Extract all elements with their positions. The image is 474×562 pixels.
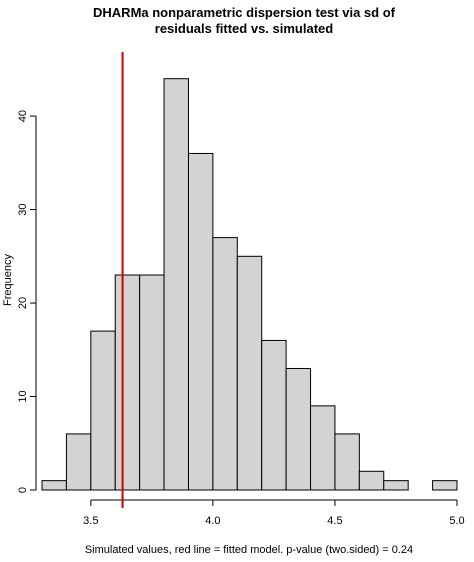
histogram-bar [163,78,189,491]
y-tick-label: 0 [17,487,29,493]
histogram-bars [41,78,458,491]
y-tick-label: 40 [17,110,29,122]
histogram-bar [236,255,263,491]
x-tick-label: 5.0 [449,515,464,527]
x-tick-label: 4.5 [327,515,342,527]
histogram-bar [310,405,336,491]
chart-title-line-2: residuals fitted vs. simulated [155,21,334,36]
y-tick-label: 30 [17,203,29,215]
histogram-bar [432,480,458,491]
histogram-bar [261,339,287,491]
x-tick-label: 3.5 [83,515,98,527]
x-tick-label: 4.0 [205,515,220,527]
histogram-bar [114,274,141,491]
x-axis: 3.5 4.0 4.5 5.0 [83,499,465,527]
histogram-bar [285,367,312,491]
y-axis-label: Frequency [2,254,14,306]
y-tick-label: 10 [17,390,29,402]
histogram-bar [187,152,214,491]
x-axis-label: Simulated values, red line = fitted mode… [85,544,413,556]
chart-title-line-1: DHARMa nonparametric dispersion test via… [93,5,396,20]
histogram-bar [358,470,385,491]
histogram-bar [334,433,360,491]
histogram-bar [383,480,409,491]
y-axis: 0 10 20 30 40 [17,110,37,493]
histogram-bar [41,480,67,491]
histogram-bar [212,237,238,491]
histogram-bar [65,433,92,491]
histogram-bar [90,330,116,491]
y-tick-label: 20 [17,297,29,309]
histogram-bar [139,274,165,491]
